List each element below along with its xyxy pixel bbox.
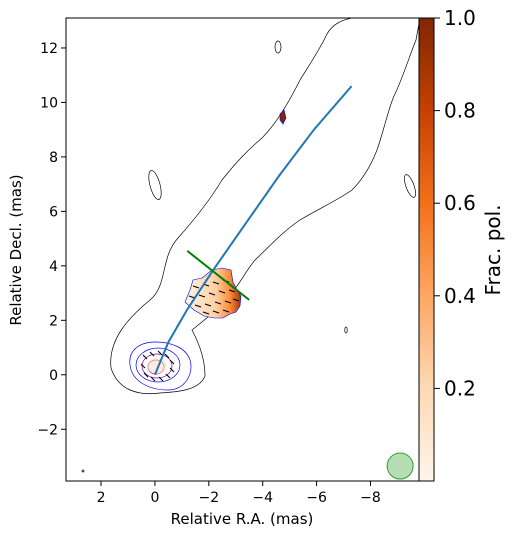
core-polarization	[147, 358, 167, 374]
evpa-tick	[164, 353, 170, 359]
colorbar-tick-label: 0.2	[444, 376, 476, 400]
evpa-tick	[232, 298, 240, 302]
x-tick-label: −2	[198, 490, 219, 506]
y-tick-label: −2	[37, 422, 58, 438]
plot-area	[66, 18, 419, 481]
contour-island	[148, 170, 162, 200]
y-tick-label: 12	[40, 41, 58, 57]
colorbar-tick-label: 0.4	[444, 284, 476, 308]
outer-contour	[110, 18, 419, 395]
x-tick-label: 2	[97, 490, 106, 506]
evpa-tick	[202, 311, 210, 315]
contour-island	[344, 326, 348, 334]
x-tick-label: 0	[150, 490, 159, 506]
evpa-tick	[192, 285, 200, 289]
evpa-tick	[224, 300, 232, 304]
evpa-tick	[142, 354, 148, 360]
beam-ellipse	[386, 452, 414, 480]
evpa-tick	[212, 281, 220, 285]
evpa-tick	[150, 376, 156, 382]
evpa-tick	[158, 376, 164, 382]
evpa-tick	[143, 372, 149, 378]
x-axis: 2 0 −2 −4 −6 −8	[97, 481, 381, 506]
y-tick-label: 0	[49, 368, 58, 384]
y-axis: −2 0 2 4 6 8 10 12	[37, 41, 66, 438]
evpa-tick	[208, 292, 216, 296]
colorbar-title: Frac. pol.	[481, 204, 505, 295]
dark-feature	[279, 109, 287, 125]
core-contour	[129, 341, 192, 391]
evpa-tick	[212, 310, 220, 314]
y-tick-label: 8	[49, 150, 58, 166]
y-tick-label: 4	[49, 259, 58, 275]
evpa-tick	[228, 289, 236, 293]
plot-content	[81, 18, 419, 480]
evpa-tick	[140, 363, 146, 369]
evpa-tick	[169, 359, 175, 365]
evpa-tick	[222, 309, 230, 313]
contour-island	[274, 40, 282, 54]
colorbar-ticks: 0.2 0.4 0.6 0.8 1.0	[434, 6, 476, 400]
jet-ridge-line	[153, 85, 353, 376]
evpa-tick	[165, 373, 171, 379]
x-tick-label: −8	[360, 490, 381, 506]
x-tick-label: −4	[252, 490, 273, 506]
evpa-tick	[214, 301, 222, 305]
evpa-tick	[218, 290, 226, 294]
core-contour	[141, 353, 173, 379]
colorbar-tick-label: 0.8	[444, 99, 476, 123]
evpa-tick	[198, 294, 206, 298]
colorbar	[418, 17, 435, 482]
y-axis-title: Relative Decl. (mas)	[7, 174, 25, 325]
transverse-cut-line	[186, 250, 250, 301]
x-tick-label: −6	[306, 490, 327, 506]
y-tick-label: 2	[49, 313, 58, 329]
colorbar-tick-label: 0.6	[444, 191, 476, 215]
y-tick-label: 10	[40, 95, 58, 111]
contour-island	[404, 174, 416, 198]
y-tick-label: 6	[49, 204, 58, 220]
evpa-tick	[157, 350, 163, 356]
evpa-tick	[149, 351, 155, 357]
x-axis-title: Relative R.A. (mas)	[171, 510, 314, 528]
evpa-tick	[169, 367, 175, 373]
colorbar-tick-label: 1.0	[444, 6, 476, 30]
core-contour	[135, 347, 181, 383]
evpa-tick	[204, 303, 212, 307]
evpa-tick	[194, 304, 202, 308]
contour-island	[81, 469, 85, 473]
